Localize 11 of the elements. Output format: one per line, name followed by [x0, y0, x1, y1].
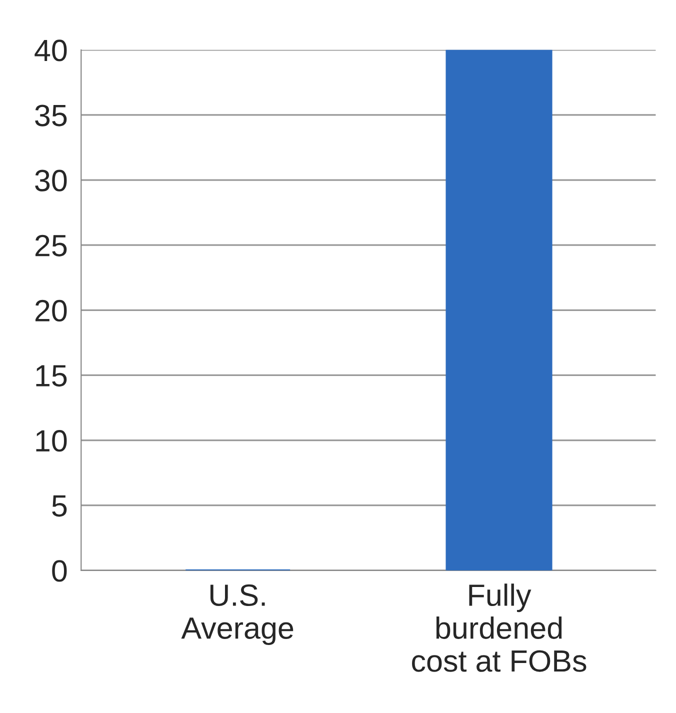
y-tick-label: 5: [52, 495, 67, 517]
y-tick-label: 30: [35, 170, 67, 192]
y-tick-label: 10: [36, 430, 67, 452]
y-tick-label: 15: [36, 365, 67, 387]
y-tick-label: 20: [35, 300, 67, 322]
x-tick-label: U.S. Average: [181, 584, 294, 645]
x-tick-label: Fully burdened cost at FOBs: [412, 584, 586, 672]
y-tick-label: 35: [35, 104, 67, 126]
y-tick-label: 0: [52, 560, 67, 582]
y-tick-label: 40: [34, 40, 67, 62]
y-tick-label: 25: [35, 234, 67, 256]
